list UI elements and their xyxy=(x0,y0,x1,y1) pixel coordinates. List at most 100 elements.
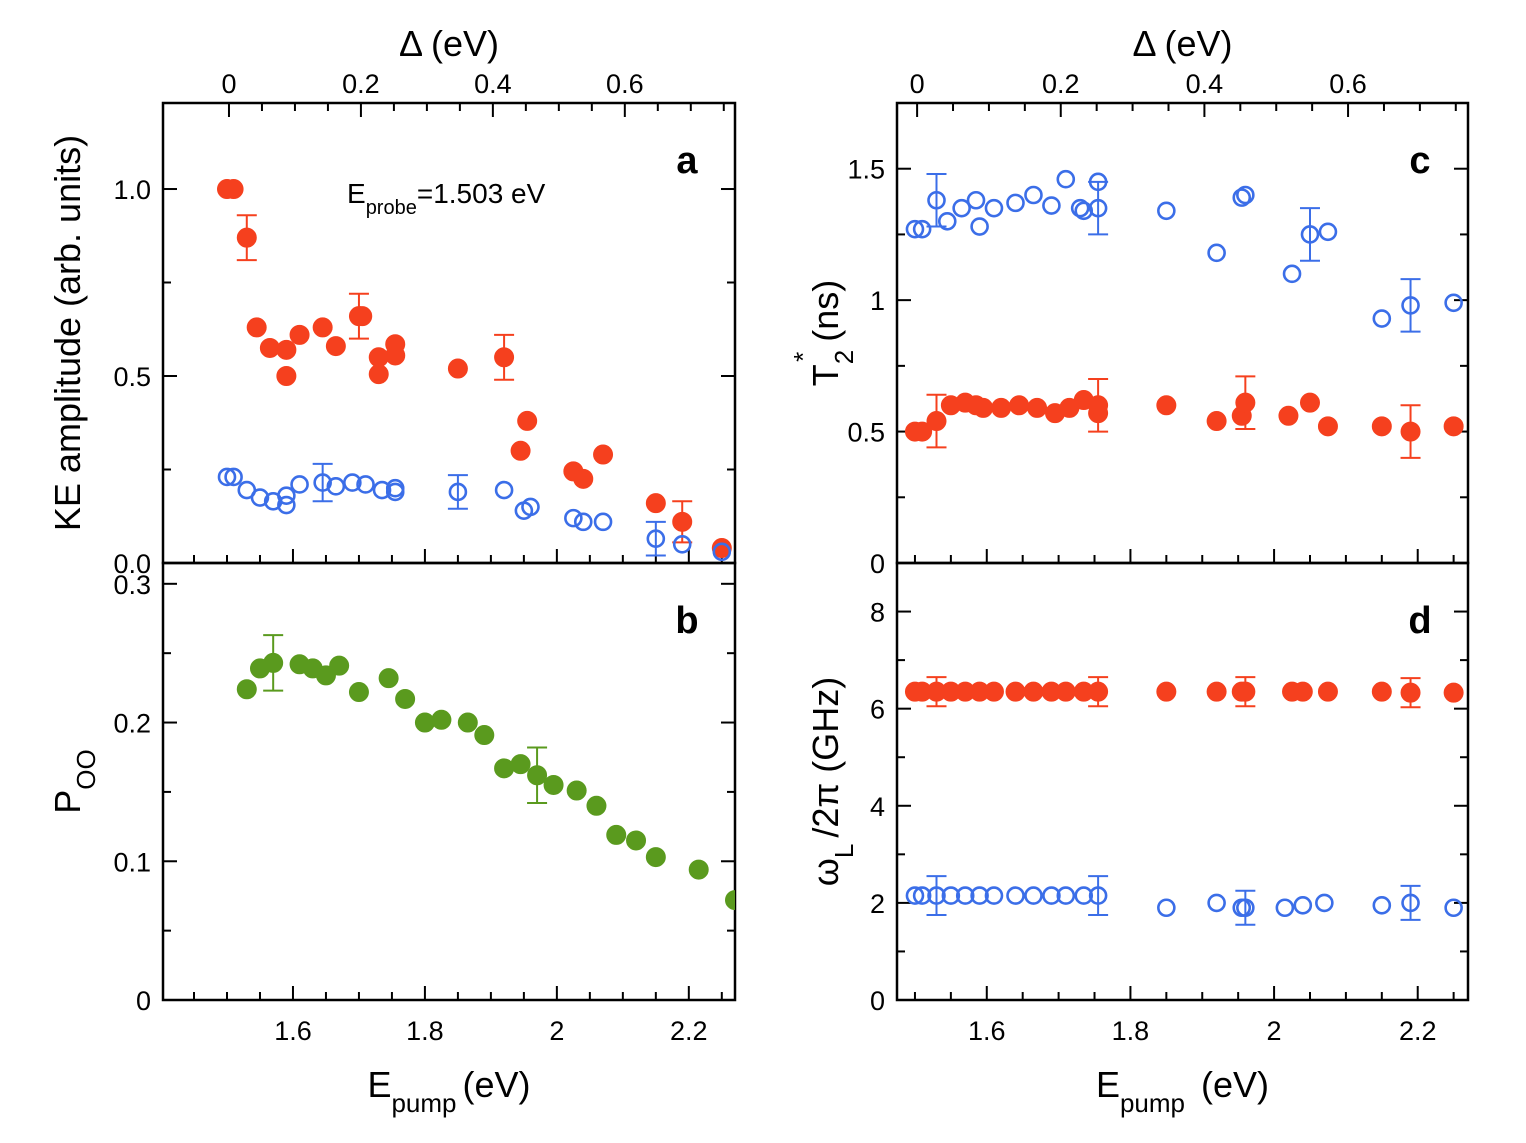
data-point xyxy=(905,219,925,239)
data-point xyxy=(263,652,284,673)
data-point xyxy=(645,493,666,514)
data-point xyxy=(290,475,309,494)
data-point xyxy=(1074,886,1094,905)
y-tick-label: 1 xyxy=(870,286,885,316)
data-point xyxy=(593,444,614,465)
y-tick-label: 0.3 xyxy=(113,570,151,600)
x-tick-label: 2 xyxy=(1267,1016,1282,1046)
data-point xyxy=(1156,681,1177,702)
data-point xyxy=(1157,201,1176,221)
data-point xyxy=(414,712,435,733)
top-tick-label: 0.2 xyxy=(342,69,380,99)
data-point xyxy=(431,709,452,730)
y-tick-label: 8 xyxy=(870,598,885,628)
data-point xyxy=(927,886,946,905)
data-point xyxy=(1088,886,1108,905)
panel-c: 0 0.5 1 1.5 0 0.2 0.4 0.6 Δ (eV) c xyxy=(847,23,1470,579)
panel-letter: d xyxy=(1408,600,1431,642)
data-point xyxy=(313,473,332,492)
data-point xyxy=(1401,893,1420,913)
data-point xyxy=(1371,416,1392,437)
data-point xyxy=(672,511,693,532)
data-point xyxy=(447,358,468,379)
data-point xyxy=(973,397,994,418)
data-point xyxy=(395,688,416,709)
data-point xyxy=(312,317,333,338)
data-point xyxy=(1444,293,1463,313)
data-point xyxy=(246,317,267,338)
data-point xyxy=(236,679,257,700)
panel-c-frame xyxy=(895,101,1470,565)
data-point xyxy=(912,886,932,905)
data-point xyxy=(224,467,243,487)
data-point xyxy=(1444,898,1463,918)
y-axis-title: KE amplitude (arb. units) xyxy=(47,135,88,531)
x-tick-label: 1.6 xyxy=(274,1016,312,1046)
panel-b-frame xyxy=(161,561,737,1002)
data-point xyxy=(1088,172,1108,192)
top-tick-label: 0 xyxy=(910,69,925,99)
x-axis-title: Epump (eV) xyxy=(1096,1064,1269,1118)
data-point xyxy=(378,668,399,689)
y-tick-label: 6 xyxy=(870,695,885,725)
data-point xyxy=(991,397,1012,418)
data-point xyxy=(474,725,495,746)
data-point xyxy=(1372,896,1392,915)
x-tick-label: 2.2 xyxy=(670,1016,708,1046)
data-point xyxy=(1443,416,1464,437)
data-point xyxy=(1317,416,1338,437)
data-point xyxy=(1088,395,1109,416)
data-point xyxy=(276,366,297,387)
data-point xyxy=(593,512,613,532)
x-tick-label: 1.6 xyxy=(968,1016,1006,1046)
data-point xyxy=(1156,395,1177,416)
data-point xyxy=(937,211,957,231)
data-point xyxy=(223,179,244,200)
top-tick-label: 0.4 xyxy=(474,69,512,99)
data-point xyxy=(1055,681,1076,702)
data-point xyxy=(368,347,389,368)
x-tick-label: 1.8 xyxy=(406,1016,444,1046)
data-point xyxy=(626,830,647,851)
y-tick-label: 0 xyxy=(136,986,151,1016)
data-point xyxy=(356,475,375,494)
data-point xyxy=(912,421,933,442)
data-point xyxy=(1056,169,1076,189)
data-point xyxy=(325,336,346,357)
data-point xyxy=(1206,681,1227,702)
data-point xyxy=(1006,886,1025,905)
panel-d-frame xyxy=(895,561,1470,1002)
data-point xyxy=(348,682,369,703)
data-point xyxy=(1235,392,1256,413)
top-axis-title: Δ (eV) xyxy=(399,23,499,64)
data-point xyxy=(1317,681,1338,702)
data-point xyxy=(259,337,280,358)
panel-letter: c xyxy=(1409,140,1430,182)
y-tick-label: 0.5 xyxy=(113,362,151,392)
data-point xyxy=(1206,411,1227,432)
probe-annotation: Eprobe=1.503 eV xyxy=(347,178,546,219)
data-point xyxy=(1023,681,1044,702)
data-point xyxy=(1207,243,1226,263)
data-point xyxy=(912,219,932,239)
top-axis-title: Δ (eV) xyxy=(1132,23,1232,64)
data-point xyxy=(984,198,1004,218)
y-tick-label: 0.1 xyxy=(113,847,151,877)
data-point xyxy=(712,542,732,562)
data-point xyxy=(1006,193,1025,213)
data-point xyxy=(983,681,1004,702)
data-point xyxy=(1236,898,1255,918)
data-point xyxy=(646,529,666,548)
top-tick-label: 0.2 xyxy=(1042,69,1080,99)
data-point xyxy=(1027,397,1048,418)
data-point xyxy=(494,758,515,779)
y-tick-label: 0.5 xyxy=(847,418,885,448)
x-axis-title: Epump (eV) xyxy=(367,1064,530,1118)
data-point xyxy=(1300,225,1320,244)
data-point xyxy=(329,655,350,676)
data-point xyxy=(1024,185,1043,205)
data-point xyxy=(494,480,514,500)
data-point xyxy=(1400,682,1421,703)
panel-b: 0 0.1 0.2 0.3 1.6 1.8 2 2.2 b xyxy=(113,561,737,1046)
